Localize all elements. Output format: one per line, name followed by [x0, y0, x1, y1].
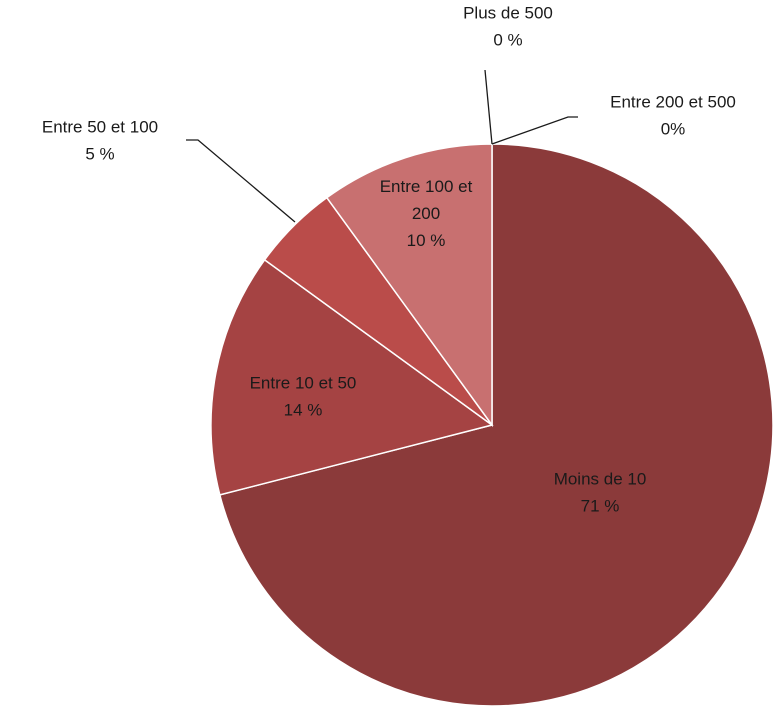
label-plus-de-500: Plus de 500 0 %: [463, 4, 553, 50]
label-text: Entre 10 et 50: [250, 374, 357, 393]
label-entre-50-et-100: Entre 50 et 100 5 %: [42, 118, 158, 164]
label-text: 200: [412, 204, 440, 223]
label-entre-100-et: Entre 100 et 200 10 %: [380, 177, 473, 250]
slice-labels: Moins de 10 71 % Entre 10 et 50 14 % Entre 5…: [42, 4, 736, 516]
label-entre-200-et-500: Entre 200 et 500 0%: [610, 93, 736, 139]
label-percent: 0%: [661, 120, 686, 139]
label-percent: 10 %: [407, 231, 446, 250]
label-text: Entre 50 et 100: [42, 118, 158, 137]
leader-line-plus-de-500: [484, 69, 493, 145]
label-percent: 0 %: [493, 31, 522, 50]
leader-line-entre-50-et-100: [186, 139, 296, 223]
label-moins-de-10: Moins de 10 71 %: [554, 470, 647, 516]
label-text: Moins de 10: [554, 470, 647, 489]
slice-moins-de-10: [218, 143, 773, 707]
leader-lines: [186, 69, 578, 223]
label-percent: 71 %: [581, 497, 620, 516]
label-text: Entre 100 et: [380, 177, 473, 196]
leader-line-entre-200-et-500: [491, 116, 578, 145]
label-text: Entre 200 et 500: [610, 93, 736, 112]
slice-entre-100-et: [325, 143, 493, 428]
label-percent: 14 %: [284, 401, 323, 420]
label-percent: 5 %: [85, 145, 114, 164]
label-entre-10-et-50: Entre 10 et 50 14 %: [250, 374, 357, 420]
pie-slices: [210, 143, 773, 707]
slice-entre-10-et-50: [210, 258, 494, 496]
label-text: Plus de 500: [463, 4, 553, 23]
